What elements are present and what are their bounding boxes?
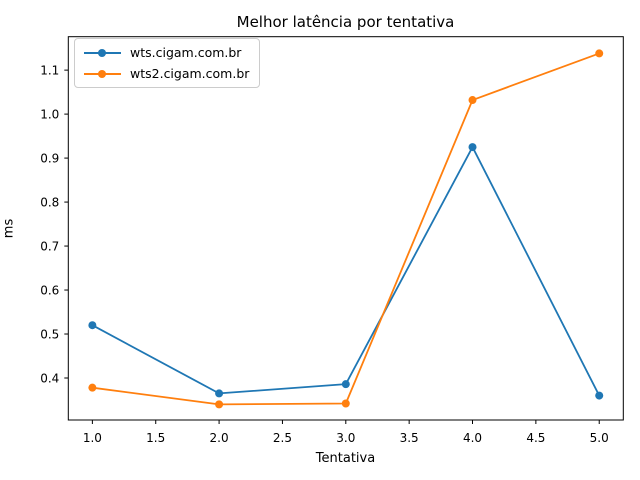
legend-line-marker-icon xyxy=(84,67,121,81)
x-tick-label: 2.5 xyxy=(273,431,292,445)
data-point-marker xyxy=(215,389,224,398)
data-point-marker xyxy=(215,400,224,409)
x-axis-label: Tentativa xyxy=(315,451,376,466)
data-point-marker xyxy=(468,96,477,105)
legend: wts.cigam.com.br wts2.cigam.com.br xyxy=(74,38,261,88)
x-tick-label: 4.5 xyxy=(526,431,545,445)
legend-label: wts2.cigam.com.br xyxy=(130,66,250,81)
x-tick-label: 2.0 xyxy=(210,431,229,445)
legend-line-marker-icon xyxy=(84,46,121,60)
data-point-marker xyxy=(341,399,350,408)
y-axis-label: ms xyxy=(1,218,17,239)
y-tick-label: 0.6 xyxy=(40,284,59,298)
data-point-marker xyxy=(88,383,97,392)
y-tick-label: 1.0 xyxy=(40,108,59,122)
data-point-marker xyxy=(88,321,97,330)
y-tick-label: 1.1 xyxy=(40,64,59,78)
x-tick-label: 1.5 xyxy=(146,431,165,445)
chart-title: Melhor latência por tentativa xyxy=(236,13,455,31)
x-tick-label: 3.5 xyxy=(400,431,419,445)
y-tick-label: 0.8 xyxy=(40,196,59,210)
x-tick-label: 4.0 xyxy=(463,431,482,445)
x-tick-label: 1.0 xyxy=(83,431,102,445)
series-line-0 xyxy=(91,146,601,396)
y-tick-label: 0.5 xyxy=(40,328,59,342)
axes-spines xyxy=(67,36,624,421)
data-point-marker xyxy=(468,143,477,152)
legend-entry-0: wts.cigam.com.br xyxy=(84,44,249,61)
y-tick-label: 0.7 xyxy=(40,240,59,254)
data-point-marker xyxy=(595,391,604,400)
x-tick-label: 3.0 xyxy=(336,431,355,445)
data-point-marker xyxy=(341,380,350,389)
x-tick-label: 5.0 xyxy=(590,431,609,445)
y-tick-label: 0.9 xyxy=(40,152,59,166)
series-line-1 xyxy=(92,52,600,406)
y-tick-label: 0.4 xyxy=(40,371,59,385)
legend-label: wts.cigam.com.br xyxy=(130,45,242,60)
data-point-marker xyxy=(595,49,604,58)
legend-entry-1: wts2.cigam.com.br xyxy=(84,65,249,82)
